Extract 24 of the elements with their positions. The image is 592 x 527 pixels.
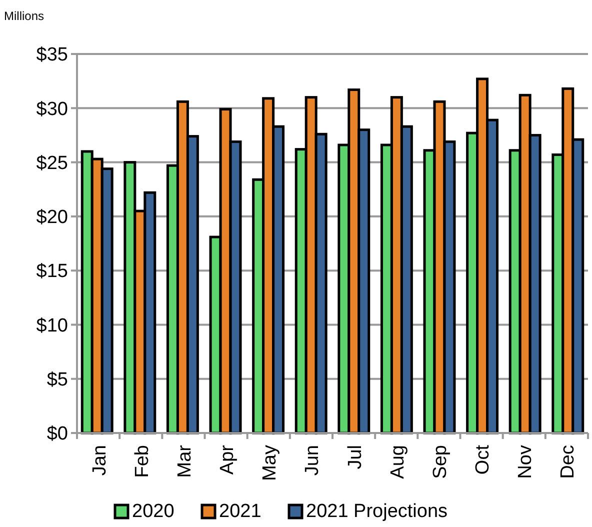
legend-label: 2021 [219, 501, 262, 522]
y-tick-label: $20 [36, 207, 68, 228]
y-tick-label: $25 [36, 152, 68, 174]
x-tick-label: Jan [89, 445, 110, 476]
y-tick-label: $5 [46, 370, 68, 391]
y-tick-label: $10 [36, 315, 68, 336]
x-tick-label: Sep [430, 445, 451, 479]
legend-label: 2020 [132, 501, 174, 522]
x-tick-label: May [260, 444, 281, 481]
y-tick-label: $15 [36, 261, 68, 282]
x-tick-label: Aug [387, 445, 408, 479]
x-tick-label: Apr [217, 444, 238, 475]
x-tick-label: Nov [515, 444, 536, 479]
x-tick-label: Oct [472, 444, 494, 475]
x-tick-label: Jul [344, 445, 366, 470]
y-tick-label: $35 [36, 44, 68, 66]
x-tick-label: Feb [132, 445, 153, 478]
legend-label: 2021 Projections [306, 501, 448, 522]
y-tick-label: $0 [46, 424, 68, 445]
x-tick-label: Jun [302, 445, 324, 476]
x-tick-label: Dec [558, 445, 579, 479]
y-tick-label: $30 [36, 98, 68, 120]
x-tick-label: Mar [174, 444, 196, 478]
y-axis-title: Millions [4, 9, 44, 23]
